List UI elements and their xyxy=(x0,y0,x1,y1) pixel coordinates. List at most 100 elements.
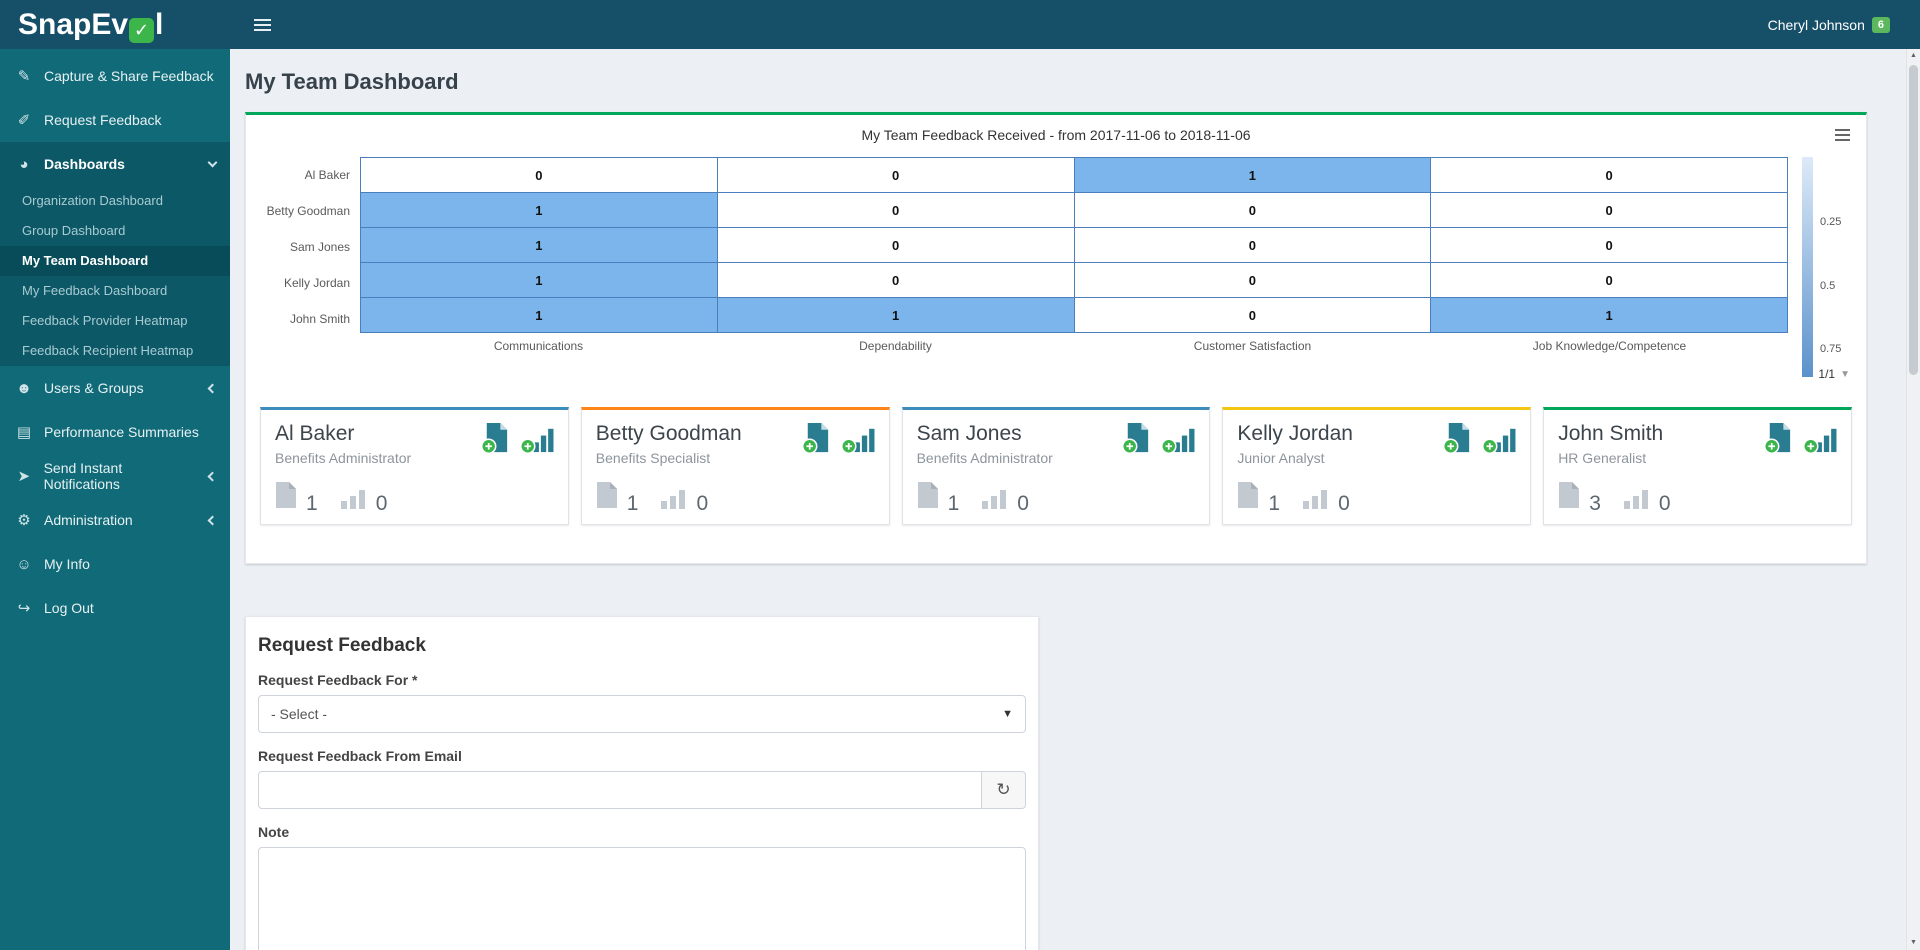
bar-chart-icon xyxy=(982,489,1008,514)
member-role: Benefits Specialist xyxy=(595,450,711,466)
add-feedback-document-icon[interactable] xyxy=(479,422,512,466)
sidebar-item-feedback-recipient-heatmap[interactable]: Feedback Recipient Heatmap xyxy=(22,343,194,358)
heatmap-cell[interactable]: 0 xyxy=(1074,228,1432,263)
add-chart-icon[interactable] xyxy=(1481,422,1516,466)
member-role: Benefits Administrator xyxy=(916,450,1053,466)
heatmap-row-label: Kelly Jordan xyxy=(283,276,350,290)
heatmap-cell[interactable]: 1 xyxy=(361,193,718,228)
heatmap-pager: ▲ 1/1 ▼ xyxy=(260,367,1852,381)
sidebar-item-my-team-dashboard[interactable]: My Team Dashboard xyxy=(0,246,230,276)
sidebar-item-request-feedback[interactable]: ✐ Request Feedback xyxy=(0,98,230,142)
add-chart-icon[interactable] xyxy=(840,422,875,466)
sidebar-item-send-instant-notifications[interactable]: ➤ Send Instant Notifications xyxy=(0,454,230,498)
heatmap-row-label: Betty Goodman xyxy=(266,204,350,218)
app-logo[interactable]: SnapEv ✓ l xyxy=(0,0,230,49)
heatmap-cell[interactable]: 1 xyxy=(361,263,718,298)
pencil-square-icon: ✎ xyxy=(17,68,31,85)
scroll-up-icon[interactable]: ▲ xyxy=(1910,52,1917,59)
heatmap-cell[interactable]: 0 xyxy=(361,158,718,193)
user-menu[interactable]: Cheryl Johnson 6 xyxy=(1768,16,1890,33)
heatmap-row-label: John Smith xyxy=(289,312,350,326)
sidebar-item-dashboards[interactable]: ◕ Dashboards xyxy=(0,142,230,186)
add-chart-icon[interactable] xyxy=(1802,422,1837,466)
sidebar-item-label: Dashboards xyxy=(44,156,125,172)
charts-count: 0 xyxy=(1658,492,1671,515)
scrollbar-thumb[interactable] xyxy=(1909,65,1918,375)
heatmap-cell[interactable]: 0 xyxy=(717,263,1075,298)
scroll-down-icon[interactable]: ▼ xyxy=(1910,939,1917,946)
team-cards-row: Al Baker Benefits Administrator 1 0 xyxy=(260,407,1852,525)
sidebar-item-my-feedback-dashboard[interactable]: My Feedback Dashboard xyxy=(22,283,168,298)
users-icon: ☻ xyxy=(16,379,32,397)
pie-chart-icon: ◕ xyxy=(19,155,29,173)
dashboards-submenu: Organization Dashboard Group Dashboard M… xyxy=(0,186,230,366)
page-title: My Team Dashboard xyxy=(245,69,459,94)
heatmap-cell[interactable]: 0 xyxy=(1431,193,1788,228)
heatmap-column-label: Dependability xyxy=(859,339,932,353)
team-member-card: Betty Goodman Benefits Specialist 1 0 xyxy=(580,407,890,525)
heatmap-cell[interactable]: 0 xyxy=(1074,298,1432,333)
select-value: - Select - xyxy=(271,706,328,722)
heatmap-cell[interactable]: 0 xyxy=(1431,263,1788,298)
notification-badge[interactable]: 6 xyxy=(1871,16,1890,33)
chart-title: My Team Feedback Received - from 2017-11… xyxy=(861,127,1251,143)
sidebar-item-administration[interactable]: ⚙ Administration xyxy=(0,498,230,542)
add-chart-icon[interactable] xyxy=(519,422,554,466)
sidebar-toggle-icon[interactable] xyxy=(248,13,277,37)
heatmap-cell[interactable]: 0 xyxy=(717,228,1075,263)
heatmap-column-labels: Communications Dependability Customer Sati… xyxy=(360,333,1788,359)
chevron-left-icon xyxy=(207,383,218,393)
member-name: Betty Goodman xyxy=(595,422,742,445)
note-textarea[interactable] xyxy=(258,847,1026,950)
add-chart-icon[interactable] xyxy=(1160,422,1195,466)
sidebar-item-users-groups[interactable]: ☻ Users & Groups xyxy=(0,366,230,410)
documents-count: 1 xyxy=(1268,492,1281,515)
heatmap-cell[interactable]: 0 xyxy=(717,158,1075,193)
heatmap-row-label: Sam Jones xyxy=(289,240,350,254)
sidebar-item-label: Performance Summaries xyxy=(44,424,199,440)
request-feedback-for-label: Request Feedback For * xyxy=(258,672,418,688)
sidebar-item-performance-summaries[interactable]: ▤ Performance Summaries xyxy=(0,410,230,454)
team-feedback-heatmap: Al Baker Betty Goodman Sam Jones Kelly Jord… xyxy=(260,157,1852,377)
team-member-card: Kelly Jordan Junior Analyst 1 0 xyxy=(1222,407,1532,525)
add-feedback-document-icon[interactable] xyxy=(1441,422,1474,466)
sidebar-item-feedback-provider-heatmap[interactable]: Feedback Provider Heatmap xyxy=(22,313,188,328)
chevron-down-icon: ▼ xyxy=(1002,708,1013,720)
sidebar-item-capture-share-feedback[interactable]: ✎ Capture & Share Feedback xyxy=(0,54,230,98)
documents-icon xyxy=(275,481,297,514)
heatmap-cell[interactable]: 1 xyxy=(361,228,718,263)
heatmap-cell[interactable]: 1 xyxy=(1431,298,1788,333)
add-feedback-document-icon[interactable] xyxy=(1762,422,1795,466)
logo-text-before: SnapEv xyxy=(18,8,129,41)
request-feedback-panel: Request Feedback Request Feedback For * … xyxy=(245,616,1039,950)
note-label: Note xyxy=(258,824,290,840)
pager-down-icon[interactable]: ▼ xyxy=(1840,368,1850,380)
add-feedback-document-icon[interactable] xyxy=(1120,422,1153,466)
sidebar-item-my-info[interactable]: ☺ My Info xyxy=(0,542,230,586)
sidebar-item-group-dashboard[interactable]: Group Dashboard xyxy=(22,223,126,238)
bar-chart-icon xyxy=(661,489,687,514)
vertical-scrollbar[interactable]: ▲ ▼ xyxy=(1906,49,1920,950)
sidebar-item-log-out[interactable]: ↪ Log Out xyxy=(0,586,230,630)
heatmap-cell[interactable]: 0 xyxy=(717,193,1075,228)
request-feedback-email-label: Request Feedback From Email xyxy=(258,748,462,764)
sidebar-item-label: My Info xyxy=(44,556,90,572)
heatmap-cell[interactable]: 1 xyxy=(1074,158,1432,193)
heatmap-cell[interactable]: 0 xyxy=(1074,263,1432,298)
heatmap-cell[interactable]: 1 xyxy=(717,298,1075,333)
sidebar-item-label: Administration xyxy=(44,512,133,528)
heatmap-cell[interactable]: 1 xyxy=(361,298,718,333)
request-feedback-for-select[interactable]: - Select - ▼ xyxy=(258,695,1026,733)
request-feedback-email-input[interactable] xyxy=(258,771,982,809)
color-axis-label: 0.5 xyxy=(1820,280,1836,293)
heatmap-cell[interactable]: 0 xyxy=(1074,193,1432,228)
chart-context-menu-icon[interactable] xyxy=(1831,125,1854,145)
heatmap-cell[interactable]: 0 xyxy=(1431,158,1788,193)
chevron-down-icon xyxy=(207,157,218,167)
color-axis-bar xyxy=(1802,157,1813,377)
refresh-button[interactable]: ↻ xyxy=(982,771,1026,809)
heatmap-cell[interactable]: 0 xyxy=(1431,228,1788,263)
add-feedback-document-icon[interactable] xyxy=(800,422,833,466)
sidebar-item-organization-dashboard[interactable]: Organization Dashboard xyxy=(22,193,163,208)
documents-icon xyxy=(1558,481,1580,514)
